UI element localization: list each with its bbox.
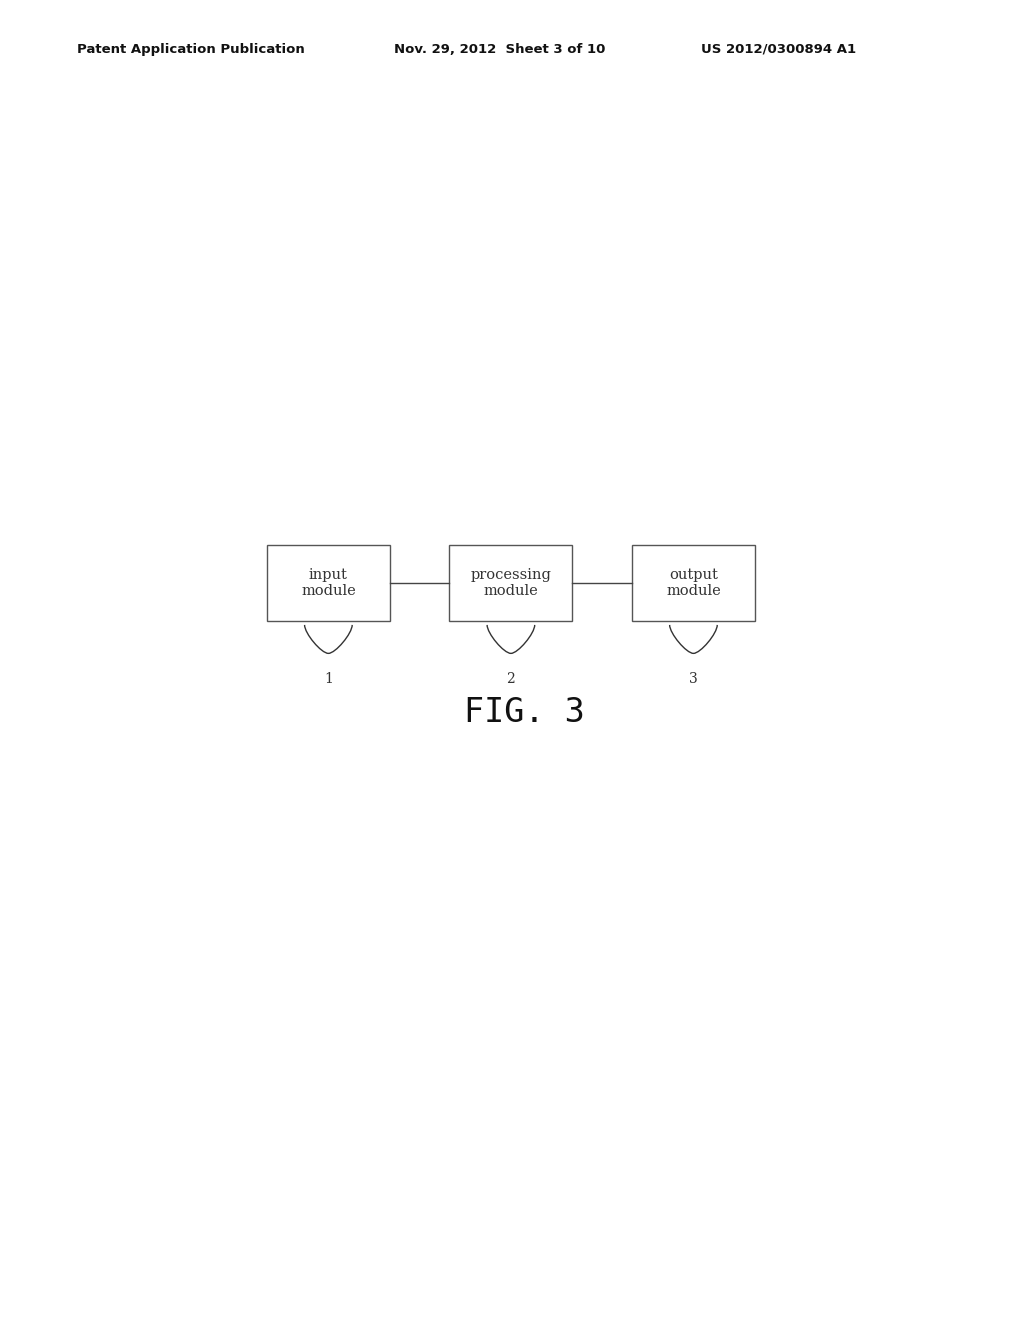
Text: US 2012/0300894 A1: US 2012/0300894 A1 [701, 42, 856, 55]
Text: 2: 2 [507, 672, 515, 685]
Text: 3: 3 [689, 672, 697, 685]
Text: Nov. 29, 2012  Sheet 3 of 10: Nov. 29, 2012 Sheet 3 of 10 [394, 42, 605, 55]
Text: 1: 1 [324, 672, 333, 685]
Bar [632, 545, 755, 620]
Text: Patent Application Publication: Patent Application Publication [77, 42, 304, 55]
Text: input
module: input module [301, 568, 355, 598]
Text: processing
module: processing module [470, 568, 551, 598]
Text: FIG. 3: FIG. 3 [465, 696, 585, 729]
Text: output
module: output module [666, 568, 721, 598]
Bar [267, 545, 390, 620]
Bar [450, 545, 572, 620]
